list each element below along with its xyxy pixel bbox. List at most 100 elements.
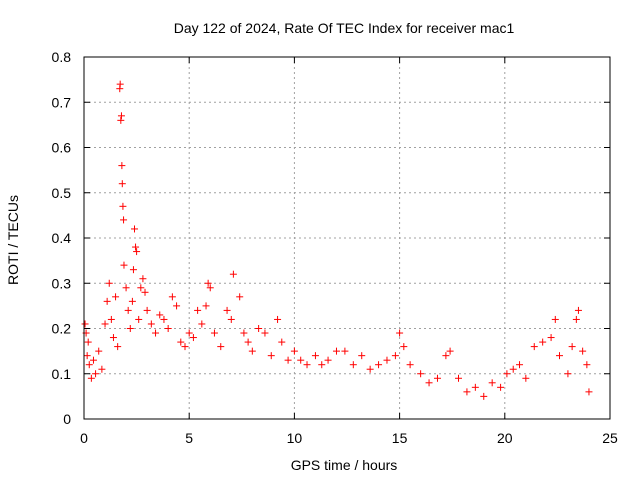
y-tick-label: 0.1 (52, 366, 72, 382)
data-point (400, 343, 408, 351)
data-point (227, 315, 235, 323)
data-point (341, 347, 349, 355)
data-point (516, 361, 524, 369)
data-point (126, 325, 134, 332)
y-tick-label: 0.3 (52, 275, 72, 291)
data-point (455, 374, 463, 382)
data-point (463, 388, 471, 396)
data-point (124, 306, 132, 314)
data-point (244, 338, 252, 346)
data-point (366, 365, 374, 373)
data-point (101, 320, 109, 328)
data-points (81, 80, 593, 400)
data-point (579, 347, 587, 355)
data-point (92, 370, 100, 378)
data-point (391, 352, 399, 360)
data-point (168, 293, 176, 301)
data-point (118, 180, 126, 188)
data-point (112, 293, 120, 301)
data-point (135, 315, 143, 323)
data-point (132, 243, 140, 251)
data-point (84, 338, 92, 346)
data-point (324, 356, 332, 364)
data-point (152, 329, 160, 337)
x-tick-label: 0 (80, 430, 88, 446)
data-point (425, 379, 433, 387)
data-point (143, 306, 151, 314)
data-point (137, 284, 145, 292)
plot-frame (83, 56, 611, 420)
data-point (236, 293, 244, 301)
tick-labels: 0 5 10 15 20 25 0 0.1 0.2 0.3 0.4 0.5 0.6 0.7 0.8 (52, 49, 618, 446)
data-point (217, 343, 225, 351)
data-point (471, 383, 479, 391)
data-point (129, 266, 137, 274)
x-axis-label: GPS time / hours (291, 457, 398, 473)
data-point (164, 325, 172, 332)
y-tick-label: 0.8 (52, 49, 72, 65)
y-tick-label: 0 (63, 411, 71, 427)
data-point (303, 361, 311, 369)
data-point (181, 343, 189, 351)
data-point (147, 320, 155, 328)
x-tick-label: 5 (185, 430, 193, 446)
data-point (141, 288, 149, 296)
data-point (120, 261, 128, 269)
data-point (267, 352, 275, 360)
data-point (117, 116, 125, 124)
data-point (107, 315, 115, 323)
y-tick-label: 0.6 (52, 140, 72, 156)
grid-lines (84, 57, 610, 419)
data-point (551, 315, 559, 323)
data-point (284, 356, 292, 364)
data-point (206, 284, 214, 292)
data-point (332, 347, 340, 355)
data-point (120, 216, 128, 224)
data-point (442, 352, 450, 360)
data-point (87, 374, 95, 382)
data-point (202, 302, 210, 310)
x-tick-label: 20 (497, 430, 513, 446)
data-point (547, 334, 555, 342)
y-tick-label: 0.4 (52, 230, 72, 246)
data-point (509, 365, 517, 373)
data-point (383, 356, 391, 364)
data-point (118, 162, 126, 170)
y-tick-label: 0.5 (52, 185, 72, 201)
data-point (105, 279, 113, 287)
data-point (189, 334, 197, 342)
axis-ticks (83, 56, 611, 420)
x-tick-label: 15 (392, 430, 408, 446)
data-point (568, 343, 576, 351)
data-point (109, 334, 117, 342)
data-point (530, 343, 538, 351)
y-tick-label: 0.2 (52, 321, 72, 337)
data-point (103, 297, 111, 305)
y-tick-label: 0.7 (52, 94, 72, 110)
data-point (556, 352, 564, 360)
data-point (198, 320, 206, 328)
data-point (564, 370, 572, 378)
data-point (583, 361, 591, 369)
data-point (255, 325, 263, 332)
data-point (156, 311, 164, 319)
data-point (194, 306, 202, 314)
data-point (116, 80, 124, 88)
data-point (497, 383, 505, 391)
data-point (133, 248, 141, 256)
data-point (349, 361, 357, 369)
x-tick-label: 25 (602, 430, 618, 446)
data-point (223, 306, 231, 314)
data-point (480, 392, 488, 400)
data-point (311, 352, 319, 360)
data-point (488, 379, 496, 387)
data-point (173, 302, 181, 310)
data-point (278, 338, 286, 346)
data-point (574, 306, 582, 314)
data-point (585, 388, 593, 396)
y-axis-label: ROTI / TECUs (5, 195, 21, 285)
data-point (375, 361, 383, 369)
data-point (433, 374, 441, 382)
data-point (119, 202, 127, 210)
data-point (274, 315, 282, 323)
